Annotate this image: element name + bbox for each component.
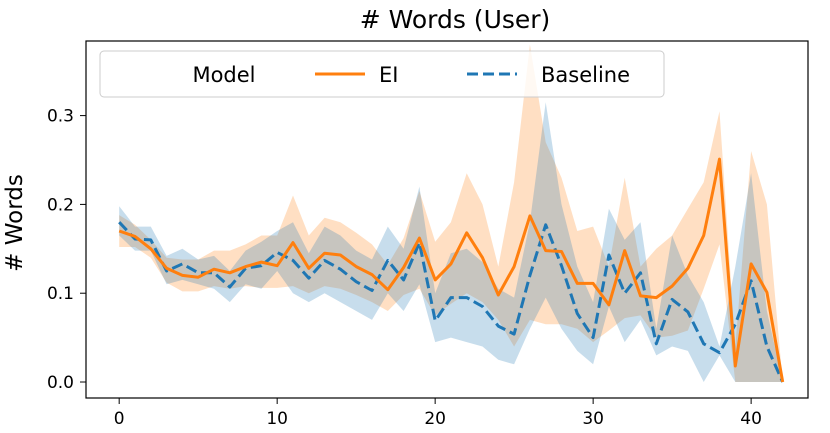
band-baseline: [119, 102, 783, 383]
legend-title: Model: [192, 63, 255, 87]
legend-box: [99, 50, 665, 98]
line-baseline: [118, 221, 785, 383]
x-tick-label: 40: [740, 409, 762, 429]
x-tick-label: 10: [266, 409, 288, 429]
x-tick-label: 20: [424, 409, 446, 429]
x-tick-label: 0: [114, 409, 125, 429]
series-lines: [118, 157, 785, 383]
confidence-bands: [119, 44, 783, 383]
y-axis-label: # Words: [2, 174, 28, 272]
y-tick-label: 0.2: [47, 195, 74, 215]
legend: Model EI Baseline: [99, 50, 665, 98]
x-tick-label: 30: [582, 409, 604, 429]
y-tick-label: 0.1: [47, 284, 74, 304]
band-ei: [119, 44, 783, 382]
y-axis: 0.0 0.1 0.2 0.3: [47, 107, 86, 393]
legend-label-ei: EI: [379, 63, 398, 87]
y-tick-label: 0.0: [47, 373, 74, 393]
x-axis: 0 10 20 30 40: [114, 398, 762, 429]
y-tick-label: 0.3: [47, 107, 74, 127]
line-ei: [118, 157, 785, 383]
plot-frame: [85, 40, 809, 399]
legend-label-baseline: Baseline: [541, 63, 630, 87]
chart-title: # Words (User): [360, 5, 551, 34]
